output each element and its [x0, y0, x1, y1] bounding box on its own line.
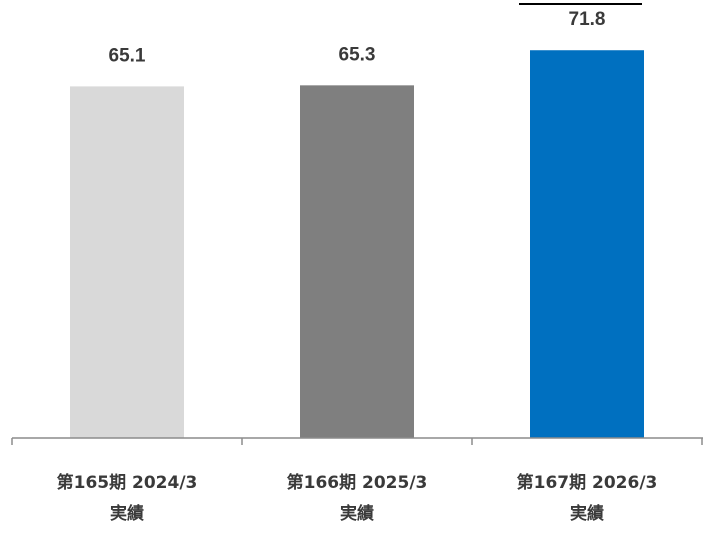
value-label-3: 71.8 — [569, 9, 606, 30]
bar-1 — [70, 86, 184, 438]
category-labels-layer: 第165期 2024/3 実績 第166期 2025/3 実績 第167期 2026/3… — [57, 472, 658, 524]
category-label-1-line-2: 実績 — [110, 503, 144, 524]
value-labels-layer: 65.1 65.3 71.8 — [109, 9, 606, 66]
category-label-2-line-1: 第166期 2025/3 — [287, 472, 428, 493]
category-label-3-line-2: 実績 — [570, 503, 604, 524]
bars-layer — [70, 50, 644, 439]
category-label-1-line-1: 第165期 2024/3 — [57, 472, 198, 493]
value-label-2: 65.3 — [339, 44, 376, 65]
bar-3 — [530, 50, 644, 439]
value-label-1: 65.1 — [109, 45, 146, 66]
bar-2 — [300, 85, 414, 438]
category-label-2-line-2: 実績 — [340, 503, 374, 524]
x-axis-ticks — [11, 438, 703, 445]
category-label-3-line-1: 第167期 2026/3 — [517, 472, 658, 493]
